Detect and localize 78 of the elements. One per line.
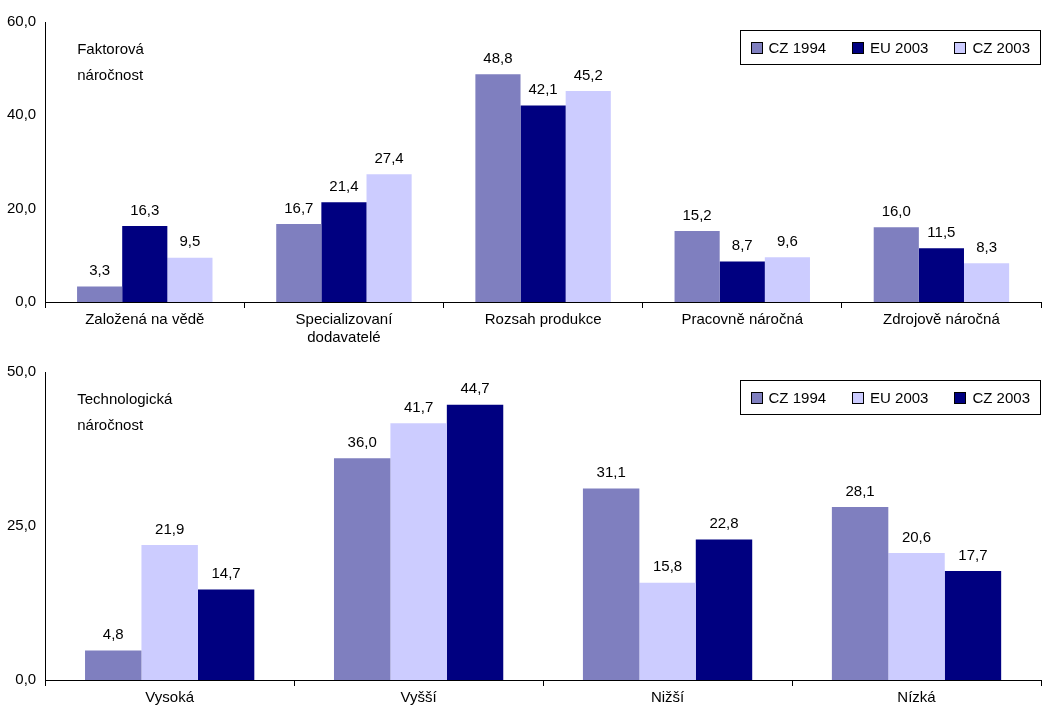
data-label: 4,8 <box>102 625 124 643</box>
bar <box>963 263 1010 302</box>
x-tick-label: Zdrojově náročná <box>883 310 1001 328</box>
y-tick-label: 0,0 <box>15 670 37 688</box>
y-tick-label: 60,0 <box>6 12 37 30</box>
data-label: 16,0 <box>881 201 911 219</box>
bar <box>565 91 611 302</box>
bar <box>719 261 765 302</box>
y-tick-label: 20,0 <box>6 198 37 216</box>
bar <box>321 202 367 302</box>
bar <box>831 506 889 680</box>
bar <box>475 74 521 302</box>
bar <box>390 423 447 680</box>
data-label: 22,8 <box>709 514 739 532</box>
bar <box>873 227 919 302</box>
bar <box>764 257 810 302</box>
y-tick-label: 0,0 <box>15 292 37 310</box>
data-label: 3,3 <box>89 261 111 279</box>
y-tick-label: 50,0 <box>6 362 37 380</box>
x-tick-label: Rozsah produkce <box>484 310 602 328</box>
legend-label: CZ 2003 <box>972 389 1030 406</box>
bar <box>77 286 123 302</box>
legend-label: CZ 1994 <box>768 389 827 406</box>
legend-label: EU 2003 <box>870 389 929 406</box>
bar <box>366 174 412 302</box>
data-label: 31,1 <box>596 463 626 481</box>
bar <box>918 248 964 302</box>
annotation: Faktorová náročnost <box>77 39 145 83</box>
x-tick-label: Vyšší <box>400 688 438 706</box>
data-label: 41,7 <box>404 397 434 415</box>
bar <box>888 553 945 680</box>
bar <box>520 105 566 302</box>
bar <box>197 589 255 680</box>
data-label: 21,4 <box>329 176 359 194</box>
data-label: 21,9 <box>155 519 185 537</box>
data-label: 42,1 <box>528 80 558 98</box>
data-label: 20,6 <box>901 527 932 545</box>
legend-label: EU 2003 <box>870 39 929 56</box>
x-tick-label: Nízká <box>897 688 937 706</box>
data-label: 9,6 <box>776 231 798 249</box>
x-tick-label: Specializovaní dodavatelé <box>295 310 394 346</box>
bar <box>582 488 640 680</box>
y-tick-label: 40,0 <box>6 105 37 123</box>
data-label: 8,3 <box>976 237 997 255</box>
legend-label: CZ 1994 <box>768 39 827 56</box>
bar <box>276 224 322 302</box>
y-tick-label: 25,0 <box>6 516 37 534</box>
data-label: 8,7 <box>731 236 753 254</box>
data-label: 15,8 <box>652 557 683 575</box>
x-tick-label: Vysoká <box>145 688 195 706</box>
x-tick-label: Založená na vědě <box>85 310 205 328</box>
data-label: 27,4 <box>374 148 404 166</box>
data-label: 16,7 <box>284 198 314 216</box>
legend-label: CZ 2003 <box>972 39 1030 56</box>
data-label: 28,1 <box>845 481 875 499</box>
bar <box>446 404 504 680</box>
bar <box>85 650 142 680</box>
bar <box>695 539 753 680</box>
data-label: 14,7 <box>211 564 241 582</box>
data-label: 9,5 <box>179 232 201 250</box>
bar <box>333 458 391 680</box>
data-label: 44,7 <box>460 379 490 397</box>
data-label: 45,2 <box>573 65 603 83</box>
data-label: 36,0 <box>347 432 377 450</box>
x-tick-label: Nižší <box>650 688 686 706</box>
data-label: 16,3 <box>130 200 160 218</box>
data-label: 11,5 <box>927 222 956 240</box>
bar <box>944 570 1002 680</box>
data-label: 17,7 <box>958 545 988 563</box>
data-label: 48,8 <box>483 48 513 66</box>
bar <box>167 257 213 302</box>
data-label: 15,2 <box>682 205 712 223</box>
x-tick-label: Pracovně náročná <box>681 310 804 328</box>
bar <box>674 231 720 302</box>
bar <box>122 225 168 302</box>
bar <box>141 545 198 680</box>
bar <box>639 582 696 680</box>
annotation: Technologická náročnost <box>77 389 173 433</box>
